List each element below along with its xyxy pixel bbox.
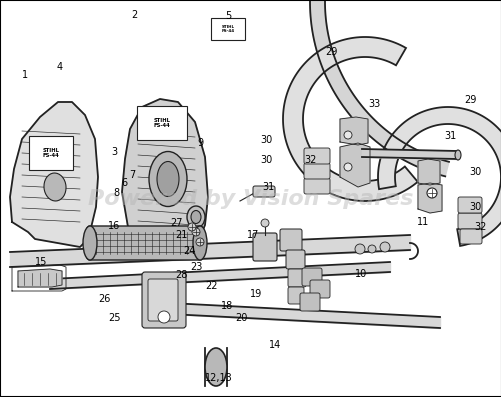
Ellipse shape [149,152,187,206]
Polygon shape [417,159,439,185]
FancyBboxPatch shape [87,226,202,260]
Text: 8: 8 [113,187,119,198]
Text: 2: 2 [131,10,137,20]
Circle shape [354,244,364,254]
FancyBboxPatch shape [457,213,481,229]
Text: 25: 25 [108,313,120,324]
Text: 30: 30 [469,166,481,177]
Polygon shape [417,183,441,213]
Text: 20: 20 [234,313,246,324]
Text: 31: 31 [262,182,274,193]
FancyBboxPatch shape [253,186,275,197]
Polygon shape [283,37,417,201]
FancyBboxPatch shape [457,197,481,213]
Text: 14: 14 [269,340,281,351]
Ellipse shape [83,226,97,260]
Text: 18: 18 [220,301,232,312]
FancyBboxPatch shape [302,268,321,286]
Text: STIHL
FS-44: STIHL FS-44 [153,118,170,128]
Text: 26: 26 [98,293,110,304]
Circle shape [191,228,199,236]
Circle shape [343,131,351,139]
Text: 6: 6 [121,178,127,189]
FancyBboxPatch shape [253,233,277,261]
Circle shape [367,245,375,253]
FancyBboxPatch shape [310,280,329,298]
Circle shape [379,242,389,252]
FancyBboxPatch shape [210,18,244,40]
Text: 4: 4 [56,62,62,73]
FancyBboxPatch shape [304,148,329,164]
Polygon shape [122,99,207,253]
Text: 28: 28 [175,270,187,280]
FancyBboxPatch shape [300,293,319,311]
Ellipse shape [157,162,179,197]
Ellipse shape [192,226,206,260]
Circle shape [261,219,269,227]
Text: 31: 31 [444,131,456,141]
FancyBboxPatch shape [288,269,306,287]
Text: 30: 30 [260,135,272,145]
Polygon shape [339,143,369,187]
Text: STIHL
FS-44: STIHL FS-44 [43,148,60,158]
Text: 30: 30 [260,154,272,165]
Polygon shape [377,107,501,246]
FancyBboxPatch shape [280,229,302,251]
FancyBboxPatch shape [304,163,329,179]
Text: 19: 19 [249,289,262,299]
Text: 10: 10 [355,269,367,279]
FancyBboxPatch shape [286,250,305,269]
Polygon shape [10,102,98,247]
FancyBboxPatch shape [142,272,186,328]
Text: 1: 1 [22,70,28,81]
FancyBboxPatch shape [304,178,329,194]
Text: 29: 29 [325,46,337,57]
Text: 22: 22 [205,281,217,291]
Circle shape [343,163,351,171]
Text: 27: 27 [170,218,182,228]
Polygon shape [18,269,62,287]
Text: 21: 21 [175,230,187,240]
Text: 17: 17 [247,230,259,240]
Text: 16: 16 [108,221,120,231]
Ellipse shape [187,206,204,228]
FancyBboxPatch shape [288,287,304,304]
Text: 15: 15 [35,257,47,267]
Polygon shape [339,117,367,145]
Text: 12,13: 12,13 [204,373,232,383]
Circle shape [426,188,436,198]
Ellipse shape [204,348,226,386]
FancyBboxPatch shape [137,106,187,140]
FancyBboxPatch shape [29,136,73,170]
Text: 9: 9 [197,138,203,148]
Text: 30: 30 [469,202,481,212]
Circle shape [188,223,195,231]
Text: 32: 32 [474,222,486,232]
Polygon shape [310,0,448,176]
Text: 3: 3 [111,146,117,157]
Text: STIHL
FS-44: STIHL FS-44 [221,25,234,33]
FancyBboxPatch shape [148,279,178,321]
Text: 5: 5 [225,11,231,21]
Ellipse shape [190,210,200,224]
Circle shape [195,238,203,246]
Text: 33: 33 [367,99,379,109]
Ellipse shape [44,173,66,201]
Ellipse shape [454,150,460,160]
FancyBboxPatch shape [459,229,481,244]
Text: 11: 11 [416,217,428,227]
Text: 32: 32 [304,154,316,165]
Circle shape [158,311,170,323]
Text: 29: 29 [464,95,476,105]
Text: 7: 7 [129,170,135,180]
Text: 24: 24 [183,246,195,256]
Text: Powered by Vision Spares: Powered by Vision Spares [88,189,413,209]
Text: 23: 23 [190,262,202,272]
